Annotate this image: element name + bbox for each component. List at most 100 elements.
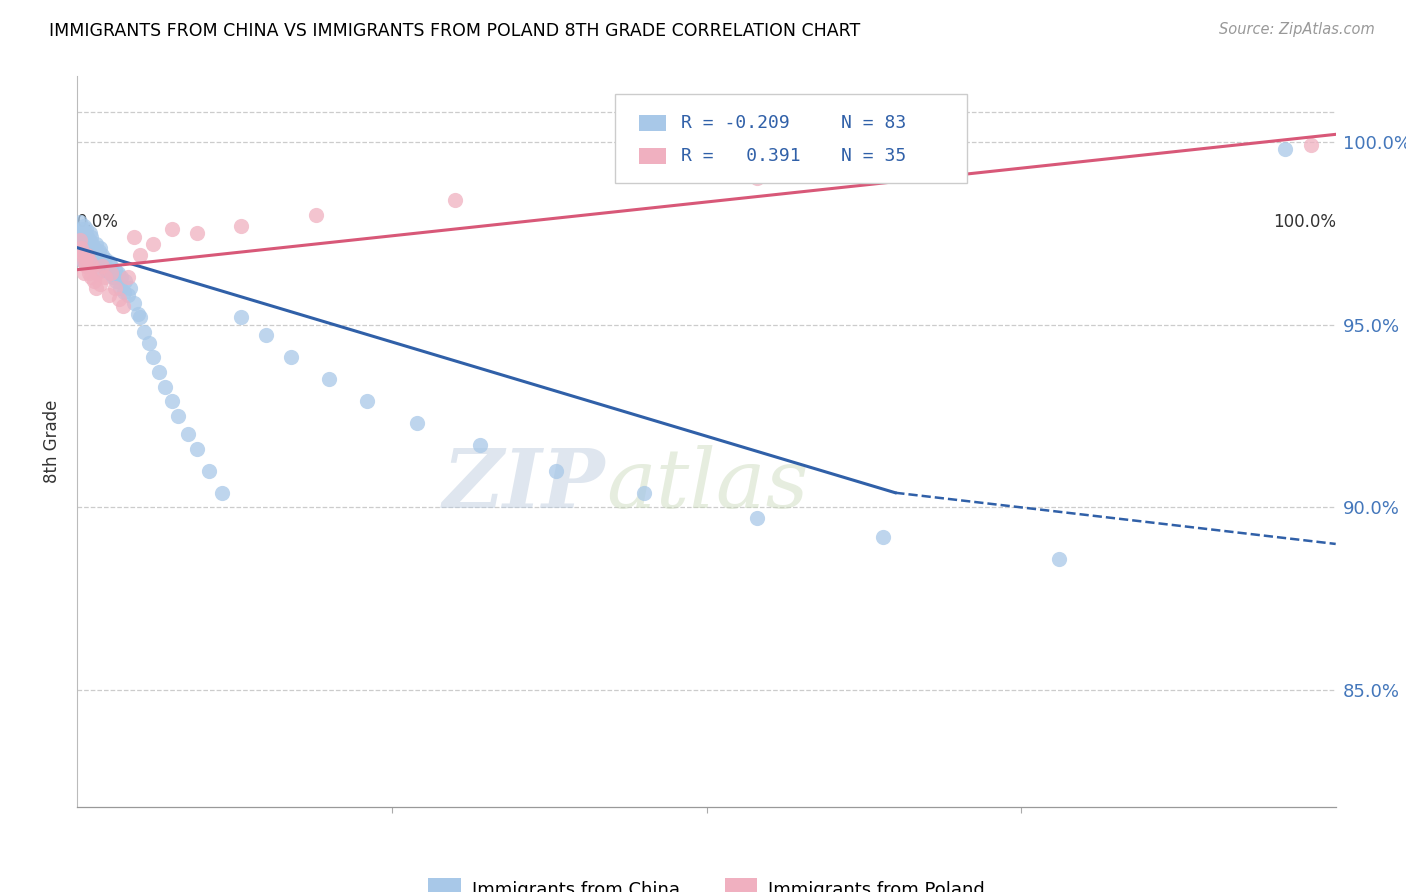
Point bbox=[155, 379, 177, 393]
Point bbox=[87, 244, 110, 259]
Point bbox=[72, 244, 94, 259]
Point bbox=[80, 244, 103, 259]
Point bbox=[101, 270, 124, 285]
FancyBboxPatch shape bbox=[638, 148, 666, 164]
Point bbox=[76, 248, 98, 262]
Point bbox=[82, 237, 104, 252]
Point bbox=[79, 255, 101, 269]
Point bbox=[91, 259, 114, 273]
Point bbox=[745, 171, 768, 186]
Point bbox=[100, 259, 122, 273]
Point bbox=[84, 252, 107, 266]
Point bbox=[229, 310, 252, 325]
Point bbox=[104, 262, 127, 277]
Point bbox=[70, 237, 93, 252]
Point bbox=[72, 219, 94, 233]
Text: R =   0.391: R = 0.391 bbox=[682, 147, 801, 165]
Point bbox=[75, 259, 97, 273]
Point bbox=[160, 222, 183, 236]
Point bbox=[98, 266, 121, 280]
Point bbox=[356, 394, 378, 409]
Text: 0.0%: 0.0% bbox=[77, 212, 120, 231]
FancyBboxPatch shape bbox=[614, 95, 967, 184]
Point bbox=[107, 266, 129, 280]
Point bbox=[167, 409, 190, 423]
Point bbox=[132, 325, 155, 339]
Point bbox=[82, 259, 104, 273]
Point bbox=[148, 365, 170, 379]
Point bbox=[177, 427, 200, 442]
Point bbox=[67, 244, 90, 259]
Point bbox=[72, 266, 94, 280]
Point bbox=[138, 335, 160, 350]
Point bbox=[406, 416, 429, 430]
Point bbox=[122, 229, 145, 244]
Point bbox=[198, 464, 221, 478]
Point bbox=[84, 237, 107, 252]
Point bbox=[86, 266, 108, 280]
FancyBboxPatch shape bbox=[638, 114, 666, 131]
Point bbox=[120, 281, 142, 295]
Point bbox=[633, 485, 655, 500]
Point bbox=[110, 270, 132, 285]
Point bbox=[91, 248, 114, 262]
Point bbox=[73, 241, 96, 255]
Text: N = 35: N = 35 bbox=[841, 147, 907, 165]
Point bbox=[1047, 551, 1070, 566]
Point bbox=[94, 270, 117, 285]
Point bbox=[117, 288, 139, 302]
Point bbox=[96, 262, 118, 277]
Point bbox=[872, 530, 894, 544]
Point bbox=[79, 226, 101, 240]
Point bbox=[73, 226, 96, 240]
Point bbox=[72, 255, 94, 269]
Point bbox=[72, 248, 94, 262]
Point bbox=[70, 241, 93, 255]
Point bbox=[108, 292, 131, 306]
Text: IMMIGRANTS FROM CHINA VS IMMIGRANTS FROM POLAND 8TH GRADE CORRELATION CHART: IMMIGRANTS FROM CHINA VS IMMIGRANTS FROM… bbox=[49, 22, 860, 40]
Point bbox=[75, 248, 97, 262]
Point bbox=[229, 219, 252, 233]
Point bbox=[186, 226, 208, 240]
Point bbox=[122, 295, 145, 310]
Y-axis label: 8th Grade: 8th Grade bbox=[44, 400, 62, 483]
Point bbox=[94, 252, 117, 266]
Point bbox=[186, 442, 208, 456]
Point bbox=[79, 237, 101, 252]
Point bbox=[97, 288, 120, 302]
Point bbox=[84, 281, 107, 295]
Point bbox=[105, 274, 128, 288]
Point bbox=[80, 229, 103, 244]
Point bbox=[1274, 142, 1296, 156]
Point bbox=[97, 255, 120, 269]
Point bbox=[142, 351, 165, 365]
Point bbox=[70, 252, 93, 266]
Point bbox=[76, 241, 98, 255]
Point bbox=[83, 274, 105, 288]
Point bbox=[72, 234, 94, 248]
Point bbox=[76, 255, 98, 269]
Point bbox=[117, 270, 139, 285]
Point bbox=[89, 241, 111, 255]
Point bbox=[305, 208, 328, 222]
Point bbox=[82, 252, 104, 266]
Text: atlas: atlas bbox=[606, 445, 808, 525]
Point bbox=[160, 394, 183, 409]
Point bbox=[77, 266, 100, 280]
Point bbox=[67, 237, 90, 252]
Point bbox=[84, 244, 107, 259]
Point bbox=[69, 241, 91, 255]
Point bbox=[90, 255, 112, 269]
Point bbox=[129, 310, 152, 325]
Point bbox=[77, 248, 100, 262]
Point bbox=[745, 511, 768, 525]
Text: 100.0%: 100.0% bbox=[1272, 212, 1336, 231]
Point bbox=[86, 248, 108, 262]
Point bbox=[72, 237, 94, 252]
Point bbox=[254, 328, 277, 343]
Point bbox=[142, 237, 165, 252]
Point bbox=[114, 274, 136, 288]
Point bbox=[111, 299, 134, 313]
Point bbox=[70, 226, 93, 240]
Point bbox=[91, 262, 114, 277]
